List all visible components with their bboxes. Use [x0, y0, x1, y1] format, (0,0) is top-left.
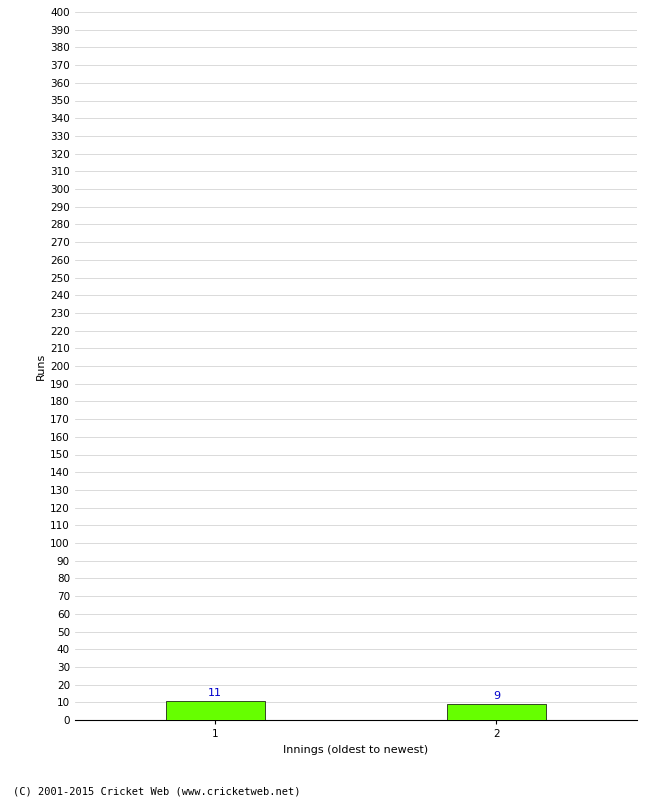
Bar	[166, 701, 265, 720]
Text: 9: 9	[493, 691, 500, 702]
Text: (C) 2001-2015 Cricket Web (www.cricketweb.net): (C) 2001-2015 Cricket Web (www.cricketwe…	[13, 786, 300, 796]
Text: 11: 11	[208, 688, 222, 698]
Bar	[447, 704, 545, 720]
X-axis label: Innings (oldest to newest): Innings (oldest to newest)	[283, 745, 428, 754]
Y-axis label: Runs: Runs	[36, 352, 46, 380]
